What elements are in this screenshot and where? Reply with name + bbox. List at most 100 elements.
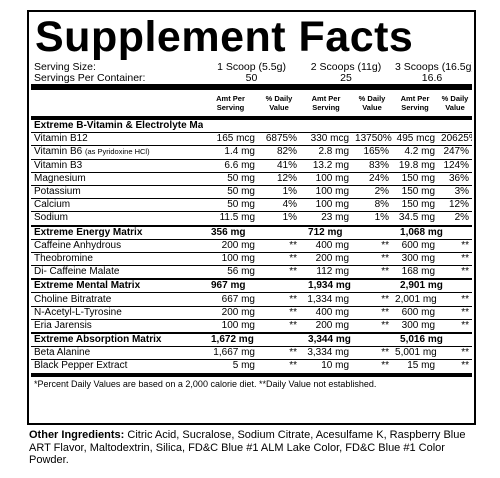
section-amount: 2,901 mg (392, 278, 473, 293)
ingredient-cell: Vitamin B12 (31, 132, 203, 146)
column-header: % Daily Value (438, 84, 473, 120)
ingredient-row: Black Pepper Extract 5 mg ** 10 mg ** 15 mg ** (31, 359, 473, 373)
ingredient-cell: Choline Bitratrate (31, 292, 203, 307)
ingredient-name: Potassium (34, 186, 81, 198)
section-spacer (203, 117, 473, 133)
daily-value: ** (258, 346, 301, 360)
amount: 150 mg (392, 171, 439, 186)
ingredient-cell: Di- Caffeine Malate (31, 265, 203, 280)
ingredient-name: Beta Alanine (34, 347, 91, 359)
ingredient-cell: Sodium (31, 211, 203, 226)
column-header: Amt Per Serving (392, 84, 439, 120)
daily-value: 1% (352, 211, 393, 226)
ingredient-name: Caffeine Anhydrous (34, 239, 122, 251)
column-header: Amt Per Serving (300, 84, 353, 120)
amount: 300 mg (392, 251, 439, 266)
ingredient-row: Beta Alanine 1,667 mg ** 3,334 mg ** 5,001 mg… (31, 346, 473, 360)
daily-value: ** (438, 238, 473, 253)
ingredient-cell: Potassium (31, 184, 203, 199)
amount: 200 mg (300, 318, 353, 333)
amount: 4.2 mg (392, 145, 439, 160)
amount: 200 mg (203, 238, 258, 253)
ingredient-cell: Theobromine (31, 251, 203, 266)
amount: 400 mg (300, 305, 353, 320)
amount: 150 mg (392, 198, 439, 212)
section-amount: 356 mg (203, 224, 301, 240)
section-amount: 5,016 mg (392, 332, 473, 347)
ingredient-cell: Magnesium (31, 171, 203, 186)
amount: 50 mg (203, 198, 258, 212)
daily-value: ** (438, 292, 473, 307)
serving-value: 2 Scoops (11g) (310, 62, 382, 73)
ingredient-cell: Caffeine Anhydrous (31, 238, 203, 253)
ingredient-cell: Vitamin B3 (31, 158, 203, 173)
serving-value: 1 Scoop (5.5g) (217, 62, 286, 73)
section-row: Extreme Mental Matrix 967 mg 1,934 mg 2,901… (31, 278, 473, 293)
ingredient-row: Sodium 11.5 mg 1% 23 mg 1% 34.5 mg 2% (31, 211, 473, 226)
amount: 56 mg (203, 265, 258, 280)
daily-value: ** (438, 318, 473, 333)
ingredient-name: N-Acetyl-L-Tyrosine (34, 306, 122, 318)
facts-table: Serving Size: 1 Scoop (5.5g) 2 Scoops (11g… (31, 62, 473, 373)
daily-value: 165% (352, 145, 393, 160)
amount: 1,334 mg (300, 292, 353, 307)
panel-title: Supplement Facts (35, 13, 414, 61)
header-spacer (31, 84, 203, 120)
daily-value: ** (352, 318, 393, 333)
ingredient-name: Vitamin B6 (34, 146, 83, 158)
ingredient-cell: Vitamin B6 (as Pyridoxine HCl) (31, 145, 203, 160)
daily-value: 24% (352, 171, 393, 186)
daily-value: 41% (258, 158, 301, 173)
section-title: Extreme Energy Matrix (31, 224, 203, 240)
ingredient-row: Vitamin B3 6.6 mg 41% 13.2 mg 83% 19.8 mg 124% (31, 158, 473, 173)
ingredient-row: Theobromine 100 mg ** 200 mg ** 300 mg ** (31, 251, 473, 266)
ingredient-name: Vitamin B3 (34, 159, 83, 171)
daily-value: 83% (352, 158, 393, 173)
amount: 2.8 mg (300, 145, 353, 160)
serving-value: 16.6 (421, 73, 443, 84)
amount: 200 mg (203, 305, 258, 320)
daily-value: 1% (258, 211, 301, 226)
ingredient-cell: Calcium (31, 198, 203, 212)
other-ingredients-text: Citric Acid, Sucralose, Sodium Citrate, … (29, 429, 466, 466)
ingredient-name: Magnesium (34, 172, 86, 184)
amount: 100 mg (203, 318, 258, 333)
daily-value: 247% (438, 145, 473, 160)
amount: 330 mcg (300, 132, 353, 146)
ingredient-row: Caffeine Anhydrous 200 mg ** 400 mg ** 600 mg… (31, 238, 473, 253)
daily-value: 12% (438, 198, 473, 212)
section-row: Extreme Energy Matrix 356 mg 712 mg 1,068 m… (31, 224, 473, 240)
ingredient-name: Black Pepper Extract (34, 360, 128, 372)
ingredient-cell: N-Acetyl-L-Tyrosine (31, 305, 203, 320)
daily-value: 8% (352, 198, 393, 212)
ingredient-name: Sodium (34, 212, 68, 224)
amount: 400 mg (300, 238, 353, 253)
ingredient-row: Vitamin B6 (as Pyridoxine HCl) 1.4 mg 82% 2… (31, 145, 473, 160)
section-row: Extreme B-Vitamin & Electrolyte Matrix (31, 117, 473, 133)
ingredient-name: Choline Bitratrate (34, 293, 112, 305)
daily-value: 124% (438, 158, 473, 173)
daily-value: 1% (258, 184, 301, 199)
ingredient-name: Eria Jarensis (34, 319, 92, 331)
amount: 667 mg (203, 292, 258, 307)
column-header-row: Amt Per Serving% Daily Value Amt Per Serv… (31, 84, 473, 120)
ingredient-row: Calcium 50 mg 4% 100 mg 8% 150 mg 12% (31, 198, 473, 212)
ingredient-row: Eria Jarensis 100 mg ** 200 mg ** 300 mg ** (31, 318, 473, 333)
serving-value: 50 (245, 73, 258, 84)
amount: 168 mg (392, 265, 439, 280)
daily-value: 82% (258, 145, 301, 160)
daily-value: ** (258, 292, 301, 307)
amount: 6.6 mg (203, 158, 258, 173)
amount: 50 mg (203, 184, 258, 199)
amount: 19.8 mg (392, 158, 439, 173)
amount: 1,667 mg (203, 346, 258, 360)
section-amount: 712 mg (300, 224, 393, 240)
amount: 495 mcg (392, 132, 439, 146)
daily-value: ** (352, 359, 393, 373)
ingredient-row: Magnesium 50 mg 12% 100 mg 24% 150 mg 36% (31, 171, 473, 186)
amount: 50 mg (203, 171, 258, 186)
amount: 200 mg (300, 251, 353, 266)
column-header: % Daily Value (258, 84, 301, 120)
ingredient-row: Potassium 50 mg 1% 100 mg 2% 150 mg 3% (31, 184, 473, 199)
amount: 23 mg (300, 211, 353, 226)
